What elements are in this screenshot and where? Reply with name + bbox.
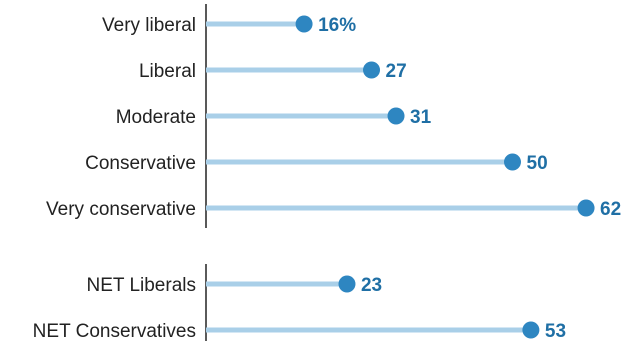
value-label: 53 bbox=[545, 321, 566, 341]
category-label: Very liberal bbox=[102, 15, 196, 36]
category-label: Conservative bbox=[85, 153, 196, 174]
category-label: NET Conservatives bbox=[33, 321, 196, 341]
category-label: Liberal bbox=[139, 61, 196, 82]
value-label: 16% bbox=[318, 15, 356, 36]
category-label: Very conservative bbox=[46, 199, 196, 220]
lollipop-dot bbox=[363, 61, 381, 79]
value-label: 50 bbox=[527, 153, 548, 174]
row-very-conservative: Very conservative 62 bbox=[46, 199, 621, 220]
row-group-2: NET Liberals 23 NET Conservatives 53 bbox=[33, 264, 566, 341]
value-label: 31 bbox=[410, 107, 432, 128]
row-very-liberal: Very liberal 16% bbox=[102, 15, 356, 36]
row-net-conservatives: NET Conservatives 53 bbox=[33, 321, 566, 341]
lollipop-dot bbox=[522, 321, 540, 339]
lollipop-dot bbox=[504, 153, 521, 171]
value-label: 23 bbox=[361, 275, 382, 296]
row-conservative: Conservative 50 bbox=[85, 153, 548, 174]
row-moderate: Moderate 31 bbox=[116, 107, 432, 128]
category-label: Moderate bbox=[116, 107, 196, 128]
lollipop-dot bbox=[387, 107, 405, 125]
lollipop-dot bbox=[577, 199, 595, 217]
value-label: 62 bbox=[600, 199, 621, 220]
category-label: NET Liberals bbox=[87, 275, 196, 296]
lollipop-dot bbox=[338, 275, 356, 293]
row-net-liberals: NET Liberals 23 bbox=[87, 275, 383, 296]
row-liberal: Liberal 27 bbox=[139, 61, 407, 82]
value-label: 27 bbox=[386, 61, 407, 82]
row-group-1: Very liberal 16% Liberal 27 Moderate 31 Conser… bbox=[46, 4, 621, 228]
lollipop-dot bbox=[295, 15, 313, 33]
